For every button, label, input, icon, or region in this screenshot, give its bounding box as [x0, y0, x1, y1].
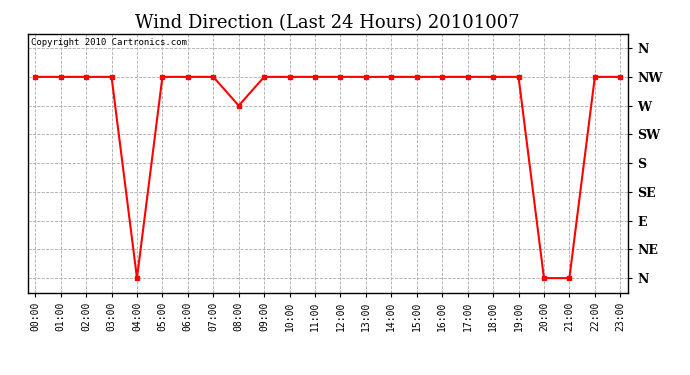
Text: Copyright 2010 Cartronics.com: Copyright 2010 Cartronics.com [30, 38, 186, 46]
Title: Wind Direction (Last 24 Hours) 20101007: Wind Direction (Last 24 Hours) 20101007 [135, 14, 520, 32]
